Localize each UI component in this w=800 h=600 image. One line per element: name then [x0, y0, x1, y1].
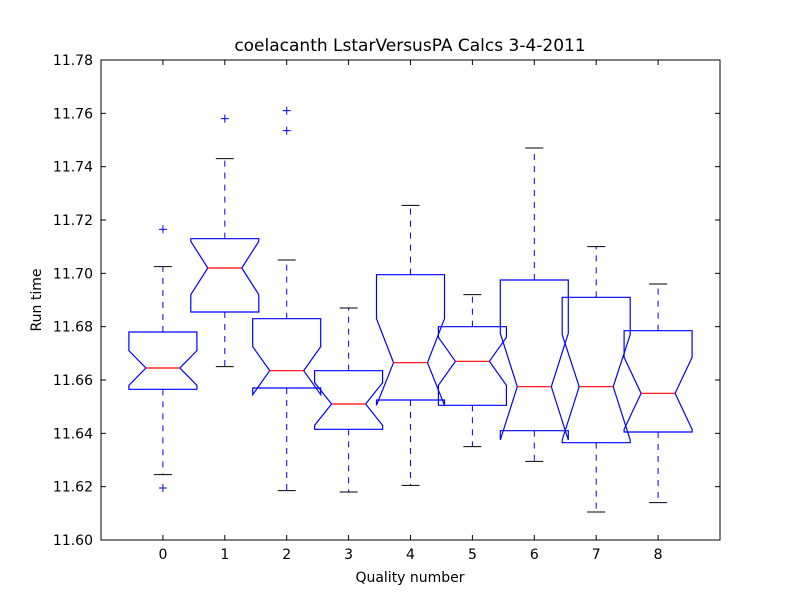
notched-box [190, 238, 260, 313]
notched-box [623, 330, 693, 433]
y-axis-title: Run time [29, 269, 45, 332]
y-tick-label: 11.70 [53, 266, 93, 282]
box-5 [437, 294, 507, 448]
y-tick-label: 11.72 [53, 213, 93, 229]
chart-title: coelacanth LstarVersusPA Calcs 3-4-2011 [234, 36, 585, 56]
box-3 [314, 307, 384, 493]
y-tick-label: 11.78 [53, 53, 93, 69]
y-tick-label: 11.64 [53, 426, 93, 442]
x-tick-label: 2 [282, 547, 291, 563]
plot-frame [100, 59, 721, 541]
y-tick-label: 11.76 [53, 106, 93, 122]
notched-box [252, 318, 322, 397]
x-tick-label: 8 [654, 547, 663, 563]
outlier-point [158, 484, 167, 492]
x-axis-title: Quality number [355, 570, 464, 586]
y-tick-label: 11.68 [53, 320, 93, 336]
outlier-point [220, 114, 229, 123]
box-2 [252, 106, 322, 492]
notched-box [375, 274, 446, 406]
notched-box [128, 331, 198, 390]
outlier-point [158, 225, 167, 234]
notched-box [561, 296, 631, 444]
x-tick-label: 4 [406, 547, 415, 563]
y-tick-label: 11.66 [53, 373, 93, 389]
box-8 [623, 283, 693, 504]
outlier-point [282, 126, 291, 135]
x-tick-label: 5 [468, 547, 477, 563]
chart-marks [128, 106, 693, 513]
y-tick-label: 11.74 [53, 160, 93, 176]
x-tick-label: 3 [344, 547, 353, 563]
box-7 [561, 246, 631, 513]
box-6 [499, 147, 569, 462]
y-tick-label: 11.60 [53, 533, 93, 549]
box-1 [190, 114, 260, 368]
x-tick-label: 0 [158, 547, 167, 563]
box-0 [128, 225, 198, 492]
notched-box [314, 370, 384, 430]
x-tick-label: 6 [530, 547, 539, 563]
y-tick-label: 11.62 [53, 480, 93, 496]
box-4 [375, 204, 446, 486]
axis-ticks: 11.60 11.62 11.64 11.66 11.68 11.70 11.72 11.74… [53, 53, 720, 563]
notched-box [499, 279, 569, 441]
x-tick-label: 1 [220, 547, 229, 563]
notched-box [437, 326, 507, 406]
outlier-point [282, 106, 291, 115]
plot-area [101, 60, 720, 540]
x-tick-label: 7 [592, 547, 601, 563]
